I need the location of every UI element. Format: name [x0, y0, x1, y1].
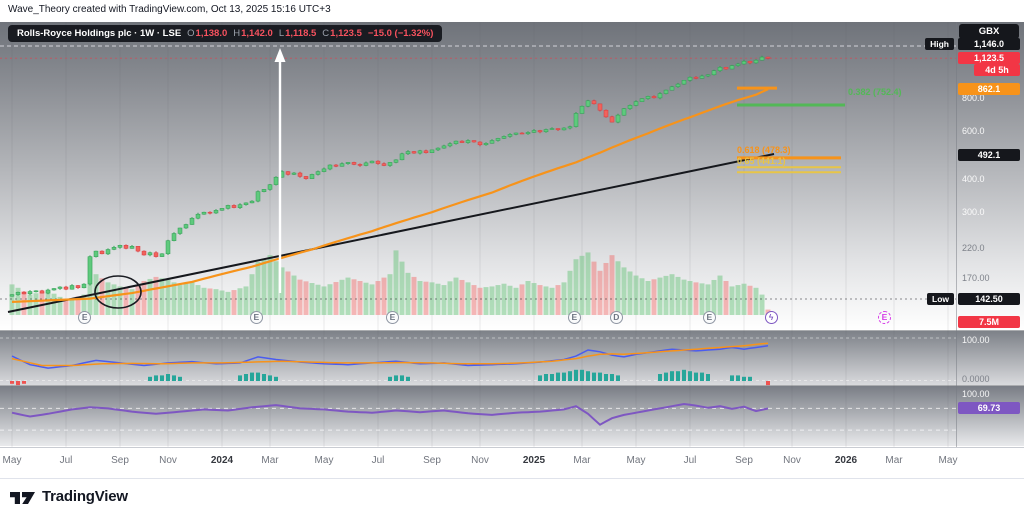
ohlc-close: C 1,123.5	[322, 28, 362, 39]
time-axis-tick: Nov	[471, 455, 489, 466]
time-axis-tick: May	[938, 455, 958, 466]
earnings-event-icon[interactable]: E	[878, 311, 891, 324]
high-tag: High	[925, 38, 954, 50]
low-tag: Low	[927, 293, 954, 305]
time-axis-tick: 2026	[834, 455, 858, 466]
time-axis-tick: May	[2, 455, 22, 466]
time-axis-tick: 2025	[522, 455, 546, 466]
time-axis-tick: Nov	[783, 455, 801, 466]
split-event-icon[interactable]: ϟ	[764, 311, 778, 324]
time-axis-tick: Sep	[735, 455, 753, 466]
ohlc-high: H 1,142.0	[233, 28, 273, 39]
symbol-title[interactable]: Rolls-Royce Holdings plc · 1W · LSE	[17, 28, 182, 39]
tradingview-logo-mark	[10, 492, 35, 504]
earnings-event-icon[interactable]: E	[249, 311, 263, 324]
time-axis-tick: Mar	[261, 455, 279, 466]
price-scale-label: 100.00	[962, 335, 990, 345]
fib-level-label: 0.65 (441.1)	[737, 156, 786, 166]
price-scale-label: 600.0	[962, 126, 985, 137]
currency-unit-button[interactable]: GBX	[959, 24, 1019, 39]
attribution-text: Wave_Theory created with TradingView.com…	[8, 4, 331, 15]
ohlc-low: L 1,118.5	[278, 28, 317, 39]
price-scale-badge: 4d 5h	[974, 64, 1020, 76]
price-scale-badge: 7.5M	[958, 316, 1020, 328]
time-axis-tick: Sep	[423, 455, 441, 466]
time-axis-tick: Jul	[59, 455, 73, 466]
symbol-info-toolbar[interactable]: Rolls-Royce Holdings plc · 1W · LSE O 1,1…	[8, 25, 443, 42]
price-scale-badge: 142.50	[958, 293, 1020, 306]
earnings-event-icon[interactable]: E	[702, 311, 716, 324]
time-axis-tick: Sep	[111, 455, 129, 466]
price-scale-label: 100.00	[962, 389, 990, 399]
time-axis-tick: Mar	[573, 455, 591, 466]
dividend-event-icon[interactable]: D	[609, 311, 623, 324]
ohlc-open: O 1,138.0	[187, 28, 228, 39]
fib-level-label: 0.618 (478.3)	[737, 145, 791, 155]
price-scale-badge: 69.73	[958, 402, 1020, 414]
time-axis-tick: Mar	[885, 455, 903, 466]
panel-separator-1[interactable]	[0, 330, 1024, 331]
time-axis-tick: Jul	[371, 455, 385, 466]
time-axis[interactable]	[0, 447, 1024, 478]
price-scale-label: 400.0	[962, 173, 985, 184]
price-scale-badge: 1,146.0	[958, 38, 1020, 50]
time-axis-tick: Nov	[159, 455, 177, 466]
tradingview-logo[interactable]: TradingView	[10, 488, 128, 505]
price-change: −15.0 (−1.32%)	[367, 28, 434, 39]
earnings-event-icon[interactable]: E	[386, 311, 399, 324]
tradingview-logo-text: TradingView	[42, 488, 128, 505]
indicator-panel-1[interactable]	[0, 331, 1024, 385]
panel-separator-2[interactable]	[0, 385, 1024, 386]
main-chart-panel[interactable]	[0, 22, 1024, 330]
time-axis-tick: May	[626, 455, 646, 466]
price-scale-label: 220.0	[962, 243, 985, 254]
price-scale-label: 300.0	[962, 207, 985, 218]
time-axis-tick: May	[314, 455, 334, 466]
price-scale-badge: 492.1	[958, 148, 1020, 161]
indicator-panel-2[interactable]	[0, 386, 1024, 446]
price-scale-label: 0.0000	[962, 374, 990, 384]
price-scale-label: 170.00	[962, 273, 990, 284]
time-axis-tick: Jul	[683, 455, 697, 466]
fib-level-label: 0.382 (752.4)	[848, 87, 902, 97]
earnings-event-icon[interactable]: E	[567, 311, 581, 324]
price-scale-separator[interactable]	[956, 22, 957, 447]
price-scale-label: 800.0	[962, 92, 985, 103]
time-axis-tick: 2024	[210, 455, 234, 466]
price-scale-badge: 862.1	[958, 83, 1020, 96]
footer-bar	[0, 478, 1024, 517]
price-scale-badge: 1,123.5	[958, 52, 1020, 64]
